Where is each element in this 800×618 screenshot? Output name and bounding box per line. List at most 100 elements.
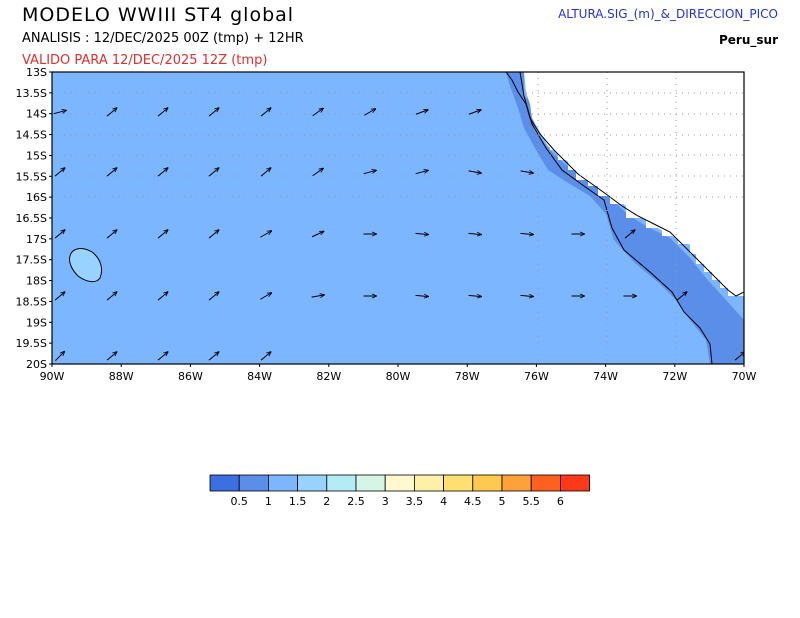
- colorbar-label: 5.5: [522, 495, 540, 508]
- lon-tick-label: 78W: [455, 370, 480, 383]
- lat-tick-label: 19.5S: [16, 337, 47, 350]
- lat-tick-label: 19S: [26, 316, 47, 329]
- colorbar-label: 4: [440, 495, 447, 508]
- direction-arrow: [208, 108, 219, 117]
- direction-arrow: [624, 230, 635, 239]
- colorbar-label: 6: [557, 495, 564, 508]
- lon-tick-label: 72W: [662, 370, 687, 383]
- lon-tick-label: 88W: [109, 370, 134, 383]
- direction-arrow: [260, 231, 271, 238]
- direction-arrow: [311, 295, 325, 297]
- colorbar-swatch: [209, 474, 240, 492]
- direction-arrow: [260, 293, 271, 300]
- direction-arrow: [520, 171, 534, 173]
- direction-arrow: [208, 292, 219, 301]
- direction-arrow: [468, 171, 482, 173]
- direction-arrow: [415, 170, 429, 175]
- latitude-axis: 13S 13.5S 14S 14.5S 15S 15.5S 16S 16.5S 17S 17.5S…: [16, 66, 52, 371]
- colorbar-label: 4.5: [464, 495, 482, 508]
- direction-arrow: [157, 292, 168, 301]
- colorbar-label: 1: [265, 495, 272, 508]
- colorbar-swatch: [413, 474, 444, 492]
- colorbar-swatch: [267, 474, 298, 492]
- colorbar-swatch: [501, 474, 532, 492]
- direction-arrow: [106, 108, 117, 117]
- map-title: MODELO WWIII ST4 global: [22, 4, 295, 26]
- direction-arrow: [106, 292, 117, 301]
- direction-arrow: [415, 295, 429, 296]
- direction-arrow: [208, 168, 219, 177]
- direction-arrow: [260, 108, 271, 117]
- direction-arrow: [312, 168, 324, 177]
- colorbar-swatch: [560, 474, 591, 492]
- grid-lines: [52, 72, 744, 364]
- lat-tick-label: 15.5S: [16, 170, 47, 183]
- colorbar-swatch: [355, 474, 386, 492]
- direction-arrow: [157, 230, 168, 239]
- direction-arrow: [53, 110, 67, 115]
- direction-arrow: [157, 352, 168, 361]
- direction-arrow: [734, 352, 744, 361]
- lon-tick-label: 70W: [732, 370, 757, 383]
- direction-arrow: [55, 351, 64, 361]
- direction-arrow: [520, 233, 534, 234]
- offshore-wave-patch: [69, 248, 103, 283]
- longitude-axis: 90W 88W 86W 84W 82W 80W 78W 76W 74W 72W 70W: [40, 364, 757, 383]
- colorbar-swatch: [530, 474, 561, 492]
- direction-arrow: [415, 110, 428, 115]
- direction-arrow: [106, 352, 117, 361]
- direction-arrow: [468, 295, 482, 296]
- direction-arrow: [157, 108, 168, 117]
- lat-tick-label: 18.5S: [16, 295, 47, 308]
- direction-arrow: [54, 230, 65, 239]
- lat-tick-label: 17S: [26, 233, 47, 246]
- colorbar-swatch: [472, 474, 503, 492]
- land-grid-edge: [534, 72, 744, 296]
- lon-tick-label: 76W: [524, 370, 549, 383]
- colorbar-swatch: [297, 474, 328, 492]
- lat-tick-label: 14S: [26, 108, 47, 121]
- lat-tick-label: 14.5S: [16, 129, 47, 142]
- lat-tick-label: 13.5S: [16, 87, 47, 100]
- direction-arrow: [415, 233, 429, 234]
- direction-arrow: [106, 230, 117, 239]
- direction-arrow: [54, 168, 65, 177]
- colorbar-label: 0.5: [230, 495, 248, 508]
- direction-arrow: [363, 170, 377, 175]
- lat-tick-label: 18S: [26, 275, 47, 288]
- direction-arrow: [54, 292, 65, 301]
- lon-tick-label: 90W: [40, 370, 65, 383]
- lat-tick-label: 13S: [26, 66, 47, 79]
- colorbar-label: 2: [323, 495, 330, 508]
- colorbar-label: 3: [382, 495, 389, 508]
- lat-tick-label: 16S: [26, 191, 47, 204]
- colorbar-swatch: [384, 474, 415, 492]
- direction-arrow: [676, 292, 687, 301]
- colorbar-label: 1.5: [289, 495, 307, 508]
- direction-arrow: [520, 295, 534, 296]
- lat-tick-label: 17.5S: [16, 254, 47, 267]
- direction-arrow: [260, 168, 271, 177]
- region-label: Peru_sur: [719, 33, 778, 47]
- direction-arrow: [312, 108, 324, 117]
- lon-tick-label: 84W: [247, 370, 272, 383]
- lon-tick-label: 86W: [178, 370, 203, 383]
- direction-arrow: [208, 352, 219, 361]
- colorbar-swatch: [238, 474, 269, 492]
- colorbar-label: 3.5: [406, 495, 424, 508]
- peak-direction-arrows: [53, 108, 744, 361]
- colorbar-swatch: [326, 474, 357, 492]
- direction-arrow: [311, 231, 324, 238]
- product-label: ALTURA.SIG_(m)_&_DIRECCION_PICO: [558, 7, 778, 21]
- colorbar: 0.5 1 1.5 2 2.5 3 3.5 4 4.5 5 5.5 6: [209, 474, 591, 508]
- analysis-time: ANALISIS : 12/DEC/2025 00Z (tmp) + 12HR: [22, 31, 304, 46]
- valid-time: VALIDO PARA 12/DEC/2025 12Z (tmp): [22, 53, 268, 68]
- wave-contour-1m: [519, 72, 713, 364]
- direction-arrow: [106, 168, 117, 177]
- direction-arrow: [208, 230, 219, 239]
- colorbar-label: 2.5: [347, 495, 365, 508]
- direction-arrow: [468, 233, 482, 234]
- direction-arrow: [468, 110, 481, 115]
- lon-tick-label: 82W: [316, 370, 341, 383]
